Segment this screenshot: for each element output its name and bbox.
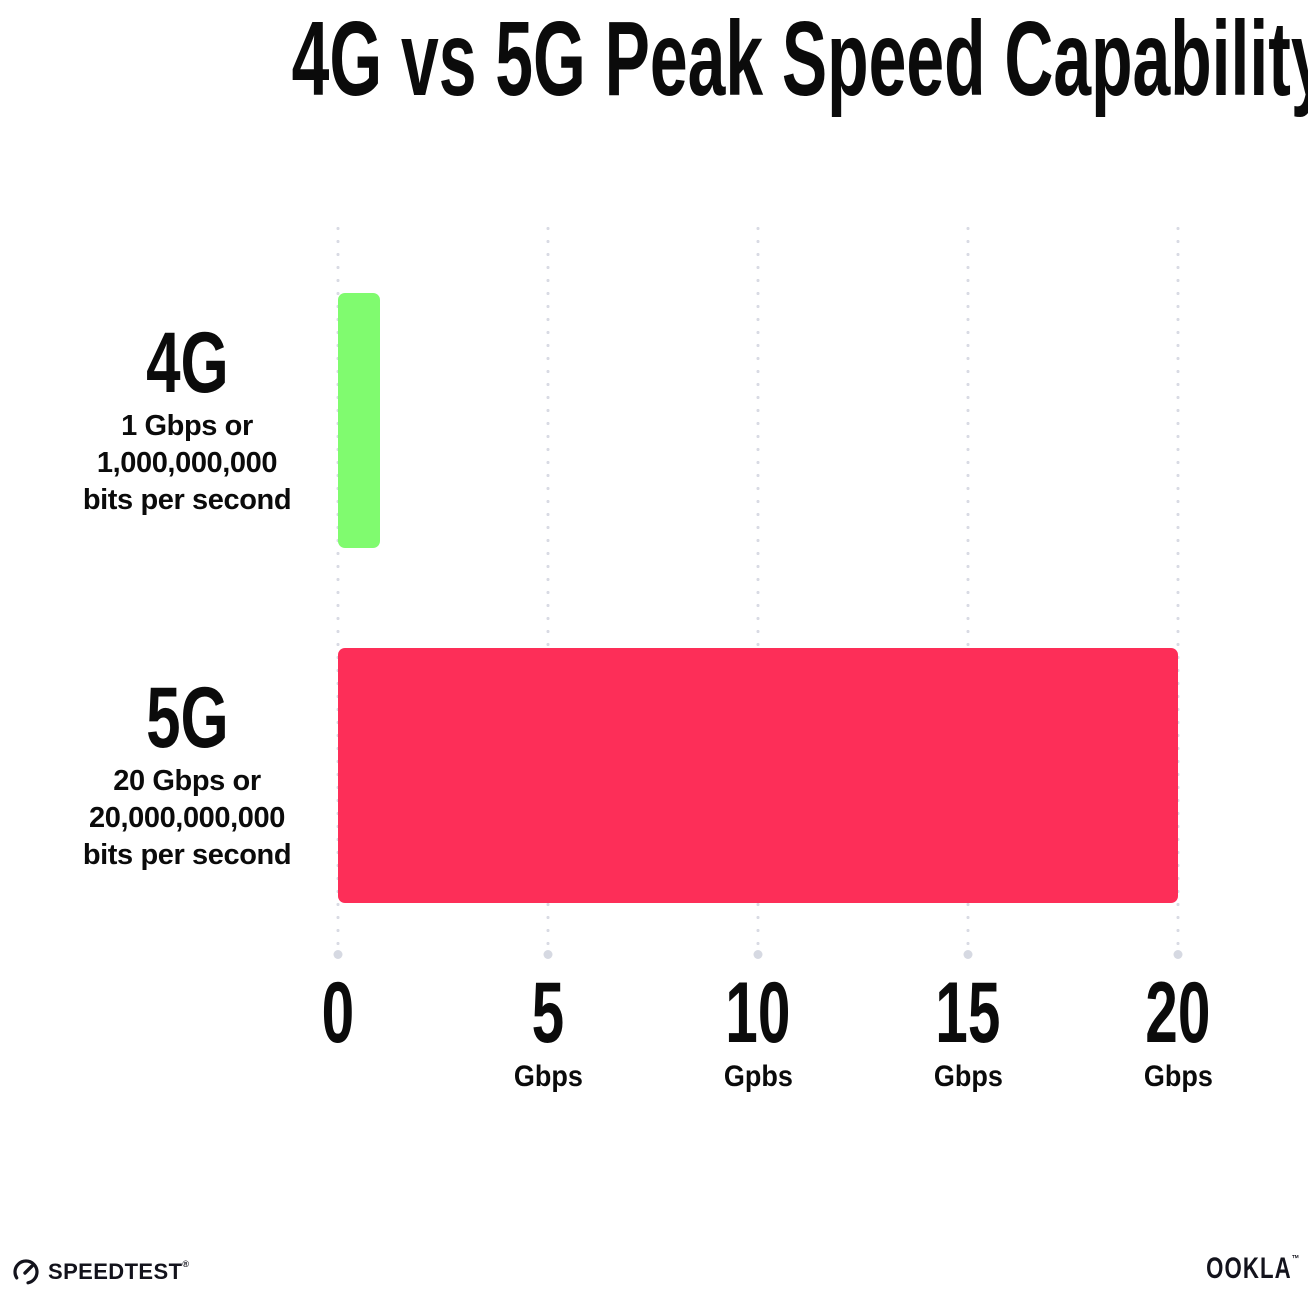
gridline-20 [1173,222,1183,959]
chart-title: 4G vs 5G Peak Speed Capability [0,0,1308,118]
x-tick-20-unit: Gbps [1143,1060,1213,1093]
x-tick-5-number: 5 [531,965,565,1061]
x-tick-10-unit: Gpbs [723,1060,793,1093]
ookla-logo: OOKLA™ [1173,1252,1300,1286]
gridline-15 [963,222,973,959]
registered-mark: ® [182,1259,190,1269]
speedtest-wordmark: SPEEDTEST® [48,1259,190,1284]
row-label-5g: 5G 20 Gbps or 20,000,000,000 bits per se… [37,673,337,874]
row-label-4g-sub1: 1 Gbps or [121,410,253,442]
axis-tick-dot [963,950,973,959]
x-tick-10: 10 Gpbs [648,966,868,1094]
row-label-4g-sub2: 1,000,000,000 [96,447,278,479]
axis-tick-dot [333,950,343,959]
x-tick-0: 0 [228,966,448,1060]
axis-tick-dot [1173,950,1183,959]
trademark-mark: ™ [1291,1254,1300,1265]
speedtest-gauge-icon [13,1259,39,1285]
chart-title-text: 4G vs 5G Peak Speed Capability [291,0,1308,118]
ookla-wordmark: OOKLA™ [1205,1252,1300,1285]
gridline-0 [333,222,343,959]
x-tick-15-unit: Gbps [933,1060,1003,1093]
row-label-5g-sub1: 20 Gbps or [113,765,261,797]
gridline-5 [543,222,553,959]
plot-area [333,222,1183,962]
axis-tick-dot [543,950,553,959]
x-tick-20-number: 20 [1145,965,1211,1061]
x-tick-5-unit: Gbps [513,1060,583,1093]
bar-4g [338,293,380,548]
row-label-5g-sub2: 20,000,000,000 [89,802,285,834]
x-tick-20: 20 Gbps [1068,966,1288,1094]
row-label-5g-sub3: bits per second [82,839,292,871]
row-label-4g: 4G 1 Gbps or 1,000,000,000 bits per seco… [37,318,337,519]
axis-tick-dot [753,950,763,959]
speedtest-logo: SPEEDTEST® [12,1258,189,1286]
x-tick-0-number: 0 [321,965,355,1061]
x-tick-10-number: 10 [725,965,791,1061]
x-tick-5: 5 Gbps [438,966,658,1094]
x-tick-15-number: 15 [935,965,1001,1061]
row-label-5g-title: 5G [145,670,229,766]
row-label-4g-title: 4G [145,315,229,411]
bar-5g [338,648,1178,903]
x-tick-15: 15 Gbps [858,966,1078,1094]
gridline-10 [753,222,763,959]
row-label-4g-sub3: bits per second [82,484,292,516]
